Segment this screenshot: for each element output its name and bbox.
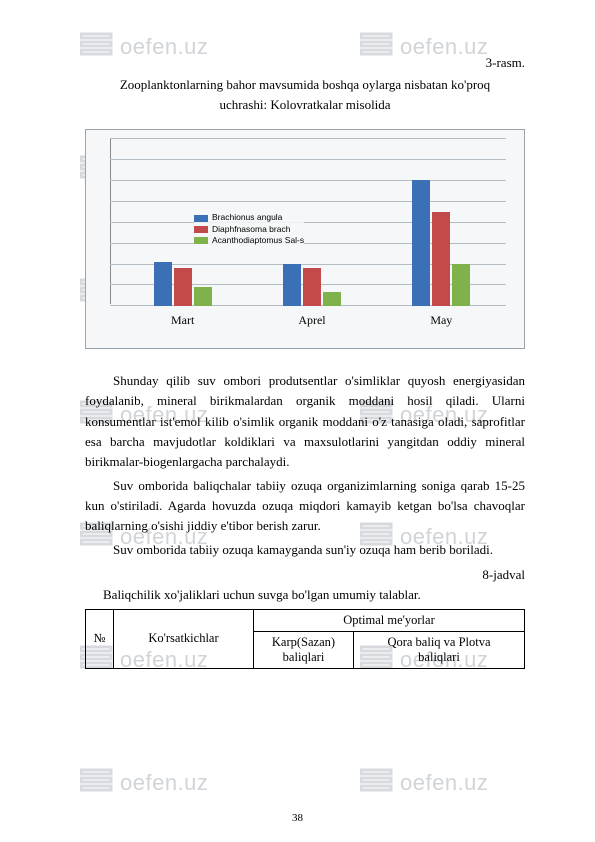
bar [194, 287, 212, 306]
th-optimal: Optimal me'yorlar [254, 609, 525, 631]
bar [174, 268, 192, 306]
requirements-table: № Ko'rsatkichlar Optimal me'yorlar Karp(… [85, 609, 525, 669]
th-no: № [86, 609, 114, 668]
bar-chart: Brachionus angulaDiaphfnasoma brachAcant… [85, 129, 525, 349]
watermark: oefen.uz [360, 768, 488, 798]
bar [323, 292, 341, 307]
bar [452, 264, 470, 306]
legend-item: Brachionus angula [194, 212, 304, 223]
chart-caption: Zooplanktonlarning bahor mavsumida boshq… [85, 75, 525, 115]
legend-swatch [194, 237, 208, 244]
legend-swatch [194, 215, 208, 222]
x-label: May [411, 313, 471, 328]
bar [303, 268, 321, 306]
chart-legend: Brachionus angulaDiaphfnasoma brachAcant… [194, 212, 304, 246]
bar [283, 264, 301, 306]
paragraph-1: Shunday qilib suv ombori produtsentlar o… [85, 371, 525, 472]
paragraph-3: Suv omborida tabiiy ozuqa kamayganda sun… [85, 540, 525, 560]
table-label: 8-jadval [85, 567, 525, 583]
legend-item: Diaphfnasoma brach [194, 224, 304, 235]
bars-area [118, 138, 506, 306]
caption-line2: uchrashi: Kolovratkalar misolida [219, 97, 390, 112]
legend-label: Diaphfnasoma brach [212, 224, 290, 235]
legend-label: Brachionus angula [212, 212, 282, 223]
legend-item: Acanthodiaptomus Sal-s [194, 235, 304, 246]
bar-group [412, 180, 470, 306]
legend-swatch [194, 226, 208, 233]
figure-label: 3-rasm. [85, 55, 525, 71]
bar-group [154, 262, 212, 306]
x-label: Aprel [282, 313, 342, 328]
x-label: Mart [153, 313, 213, 328]
bar [154, 262, 172, 306]
th-karp-l1: Karp(Sazan) [272, 635, 335, 649]
legend-label: Acanthodiaptomus Sal-s [212, 235, 304, 246]
bar [432, 212, 450, 307]
th-qora-l2: baliqlari [418, 650, 460, 664]
watermark: oefen.uz [80, 768, 208, 798]
th-karp-l2: baliqlari [283, 650, 325, 664]
table-caption: Baliqchilik xo'jaliklari uchun suvga bo'… [85, 587, 525, 603]
th-karp: Karp(Sazan) baliqlari [254, 631, 354, 668]
paragraph-2: Suv omborida baliqchalar tabiiy ozuqa or… [85, 476, 525, 536]
caption-line1: Zooplanktonlarning bahor mavsumida boshq… [120, 77, 490, 92]
th-indicator: Ko'rsatkichlar [114, 609, 254, 668]
th-qora-l1: Qora baliq va Plotva [387, 635, 490, 649]
x-axis-labels: Mart Aprel May [118, 313, 506, 328]
page-number: 38 [0, 812, 595, 824]
th-qora: Qora baliq va Plotva baliqlari [354, 631, 525, 668]
bar [412, 180, 430, 306]
bar-group [283, 264, 341, 306]
